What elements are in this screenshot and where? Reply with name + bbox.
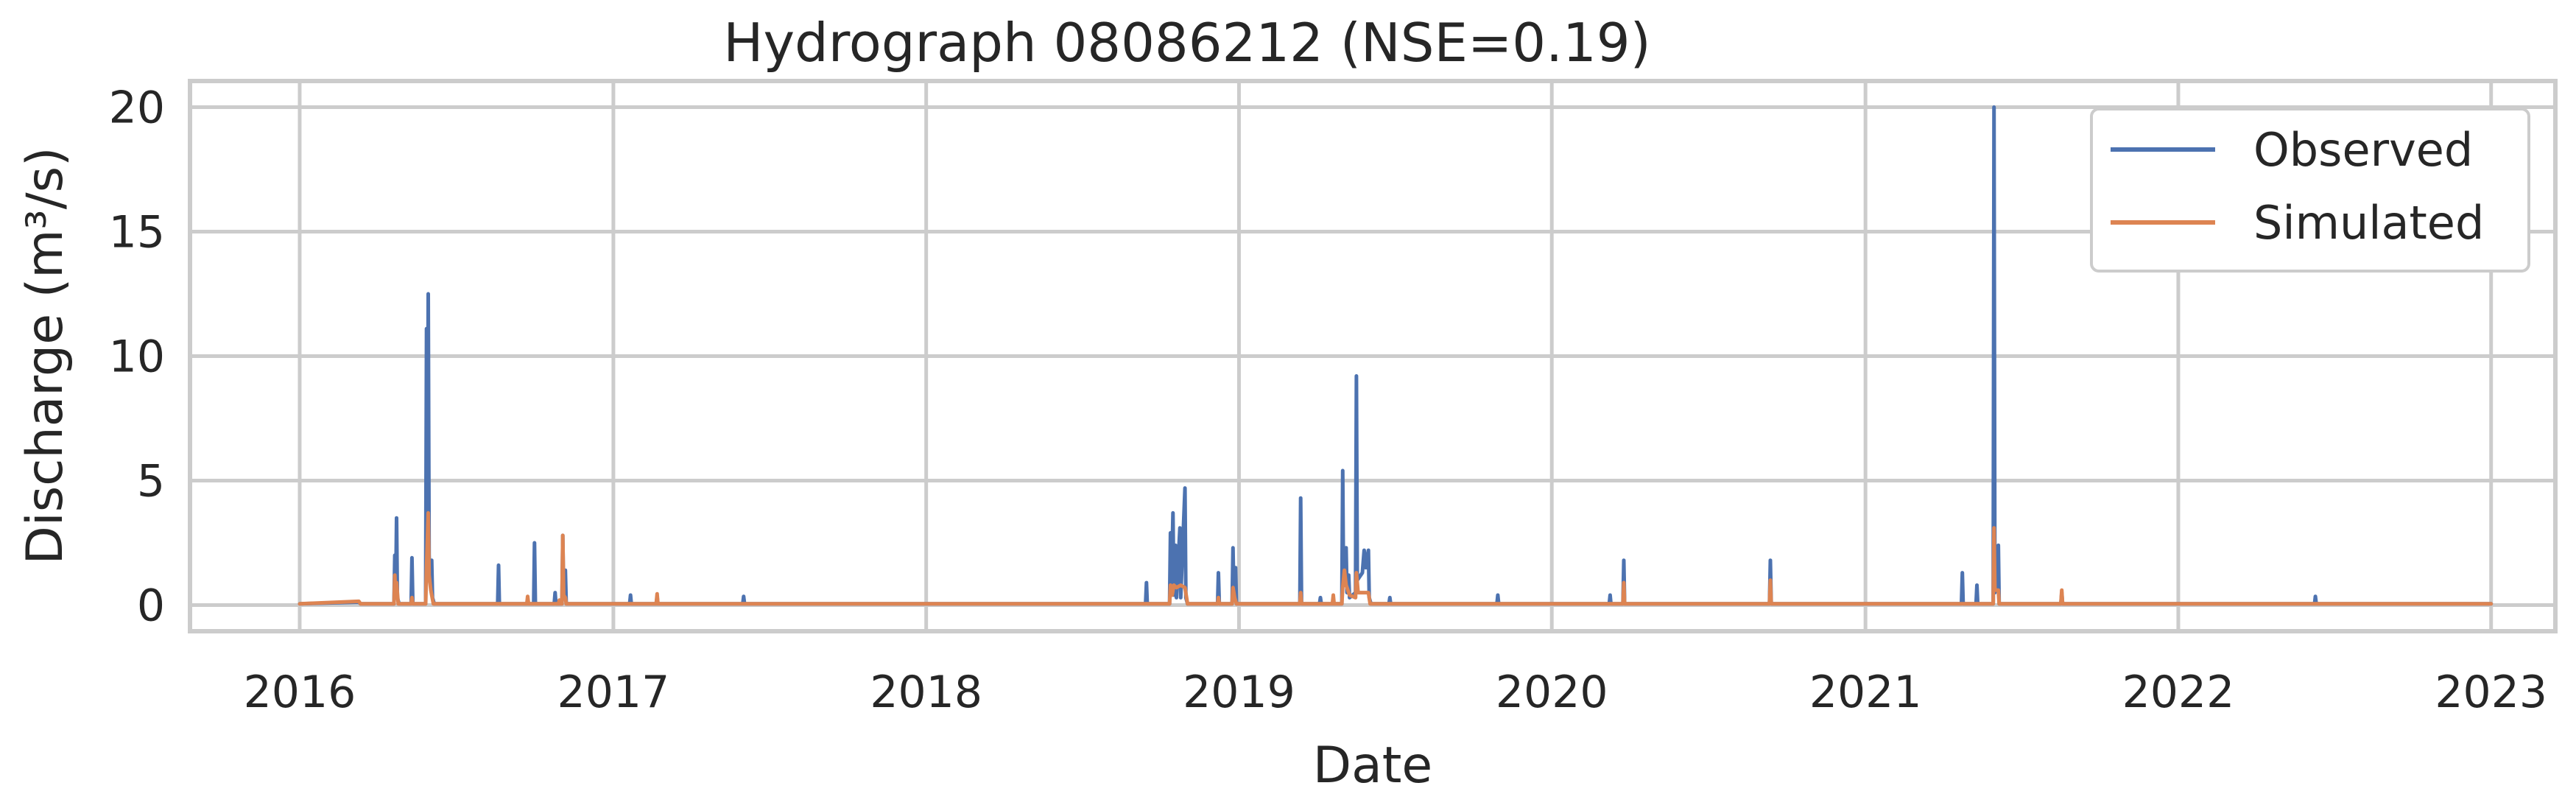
- x-tick-label: 2018: [870, 667, 982, 718]
- y-tick-label: 20: [109, 82, 165, 133]
- series-lines: [298, 105, 2494, 606]
- x-tick-label: 2016: [244, 667, 356, 718]
- y-axis-label: Discharge (m³/s): [16, 147, 74, 564]
- y-tick-label: 5: [137, 456, 165, 507]
- y-tick-label: 15: [109, 206, 165, 258]
- x-tick-label: 2020: [1496, 667, 1608, 718]
- chart-title: Hydrograph 08086212 (NSE=0.19): [723, 12, 1650, 74]
- x-tick-label: 2021: [1809, 667, 1922, 718]
- x-tick-label: 2023: [2435, 667, 2547, 718]
- plot-frame: [188, 79, 2558, 633]
- legend: Observed Simulated: [2090, 108, 2530, 273]
- x-axis-label: Date: [1313, 737, 1433, 795]
- y-tick-label: 0: [137, 580, 165, 632]
- series-line-simulated: [298, 510, 2494, 606]
- legend-label-observed: Observed: [2253, 123, 2473, 177]
- y-tick-label: 10: [109, 331, 165, 383]
- x-tick-label: 2022: [2122, 667, 2235, 718]
- x-tick-label: 2019: [1183, 667, 1295, 718]
- legend-label-simulated: Simulated: [2253, 196, 2484, 250]
- x-tick-label: 2017: [557, 667, 670, 718]
- tick-labels: 2016 2017 2018 2019 2020 2021 2022 2023 0 5 10 15 20: [109, 82, 2547, 718]
